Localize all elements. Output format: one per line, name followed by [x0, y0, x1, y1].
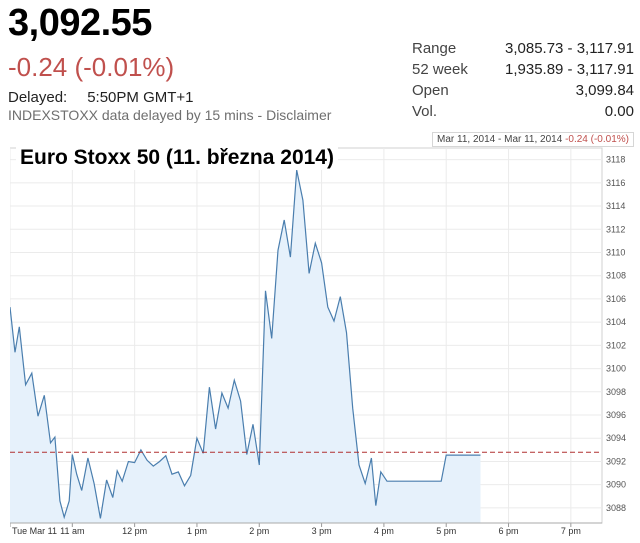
y-tick-label: 3094: [606, 433, 626, 443]
y-tick-label: 3098: [606, 387, 626, 397]
delayed-status: Delayed: 5:50PM GMT+1: [8, 89, 194, 106]
range-to: Mar 11, 2014: [504, 134, 563, 145]
price-chart[interactable]: 3088 3090 3092 3094 3096 3098 3100 3102 3104 3106…: [9, 128, 636, 538]
stat-value: 1,935.89 - 3,117.91: [505, 61, 634, 78]
y-tick-label: 3112: [606, 224, 625, 234]
stats-table: Range 3,085.73 - 3,117.91 52 week 1,935.…: [412, 40, 634, 124]
y-tick-label: 3114: [606, 201, 625, 211]
x-tick-label: 2 pm: [249, 526, 269, 536]
y-tick-label: 3108: [606, 271, 626, 281]
stat-row-range: Range 3,085.73 - 3,117.91: [412, 40, 634, 61]
y-tick-label: 3090: [606, 480, 626, 490]
y-tick-label: 3106: [606, 294, 626, 304]
x-tick-label: Tue Mar 11: [12, 526, 57, 536]
date-range-bar[interactable]: Mar 11, 2014 - Mar 11, 2014 -0.24 (-0.01…: [432, 132, 634, 147]
stat-row-open: Open 3,099.84: [412, 82, 634, 103]
range-from: Mar 11, 2014: [437, 134, 496, 145]
y-tick-label: 3102: [606, 340, 626, 350]
current-price: 3,092.55: [8, 2, 152, 44]
delayed-time: 5:50PM GMT+1: [87, 89, 194, 106]
y-tick-label: 3100: [606, 364, 626, 374]
x-tick-label: 4 pm: [374, 526, 394, 536]
x-tick-label: 11 am: [60, 526, 84, 536]
x-tick-label: 1 pm: [187, 526, 207, 536]
stat-label: Open: [412, 82, 449, 99]
price-change: -0.24 (-0.01%): [8, 52, 175, 82]
x-tick-label: 5 pm: [436, 526, 456, 536]
y-tick-label: 3088: [606, 503, 626, 513]
chart-canvas[interactable]: 3088 3090 3092 3094 3096 3098 3100 3102 3104 3106…: [9, 128, 636, 538]
x-tick-label: 3 pm: [312, 526, 332, 536]
y-tick-label: 3092: [606, 456, 626, 466]
x-tick-label: 7 pm: [561, 526, 581, 536]
series-line[interactable]: [9, 169, 481, 520]
stat-label: Vol.: [412, 103, 438, 120]
stat-row-52-week: 52 week 1,935.89 - 3,117.91: [412, 61, 634, 82]
y-tick-label: 3104: [606, 317, 626, 327]
y-tick-label: 3110: [606, 247, 625, 257]
y-tick-label: 3116: [606, 178, 625, 188]
chart-title: Euro Stoxx 50 (11. března 2014): [16, 146, 338, 170]
y-tick-label: 3096: [606, 410, 626, 420]
stat-value: 3,099.84: [575, 82, 634, 99]
stat-label: 52 week: [412, 61, 468, 78]
stat-value: 0.00: [604, 103, 634, 120]
y-tick-label: 3118: [606, 155, 625, 165]
stat-row-volume: Vol. 0.00: [412, 103, 634, 124]
range-change: -0.24 (-0.01%): [565, 134, 629, 145]
x-tick-label: 12 pm: [122, 526, 147, 536]
x-tick-label: 6 pm: [499, 526, 519, 536]
stat-value: 3,085.73 - 3,117.91: [505, 40, 634, 57]
delayed-label: Delayed:: [8, 89, 68, 106]
range-separator: -: [497, 134, 502, 145]
stat-label: Range: [412, 40, 457, 57]
disclaimer-link[interactable]: INDEXSTOXX data delayed by 15 mins - Dis…: [8, 107, 332, 123]
